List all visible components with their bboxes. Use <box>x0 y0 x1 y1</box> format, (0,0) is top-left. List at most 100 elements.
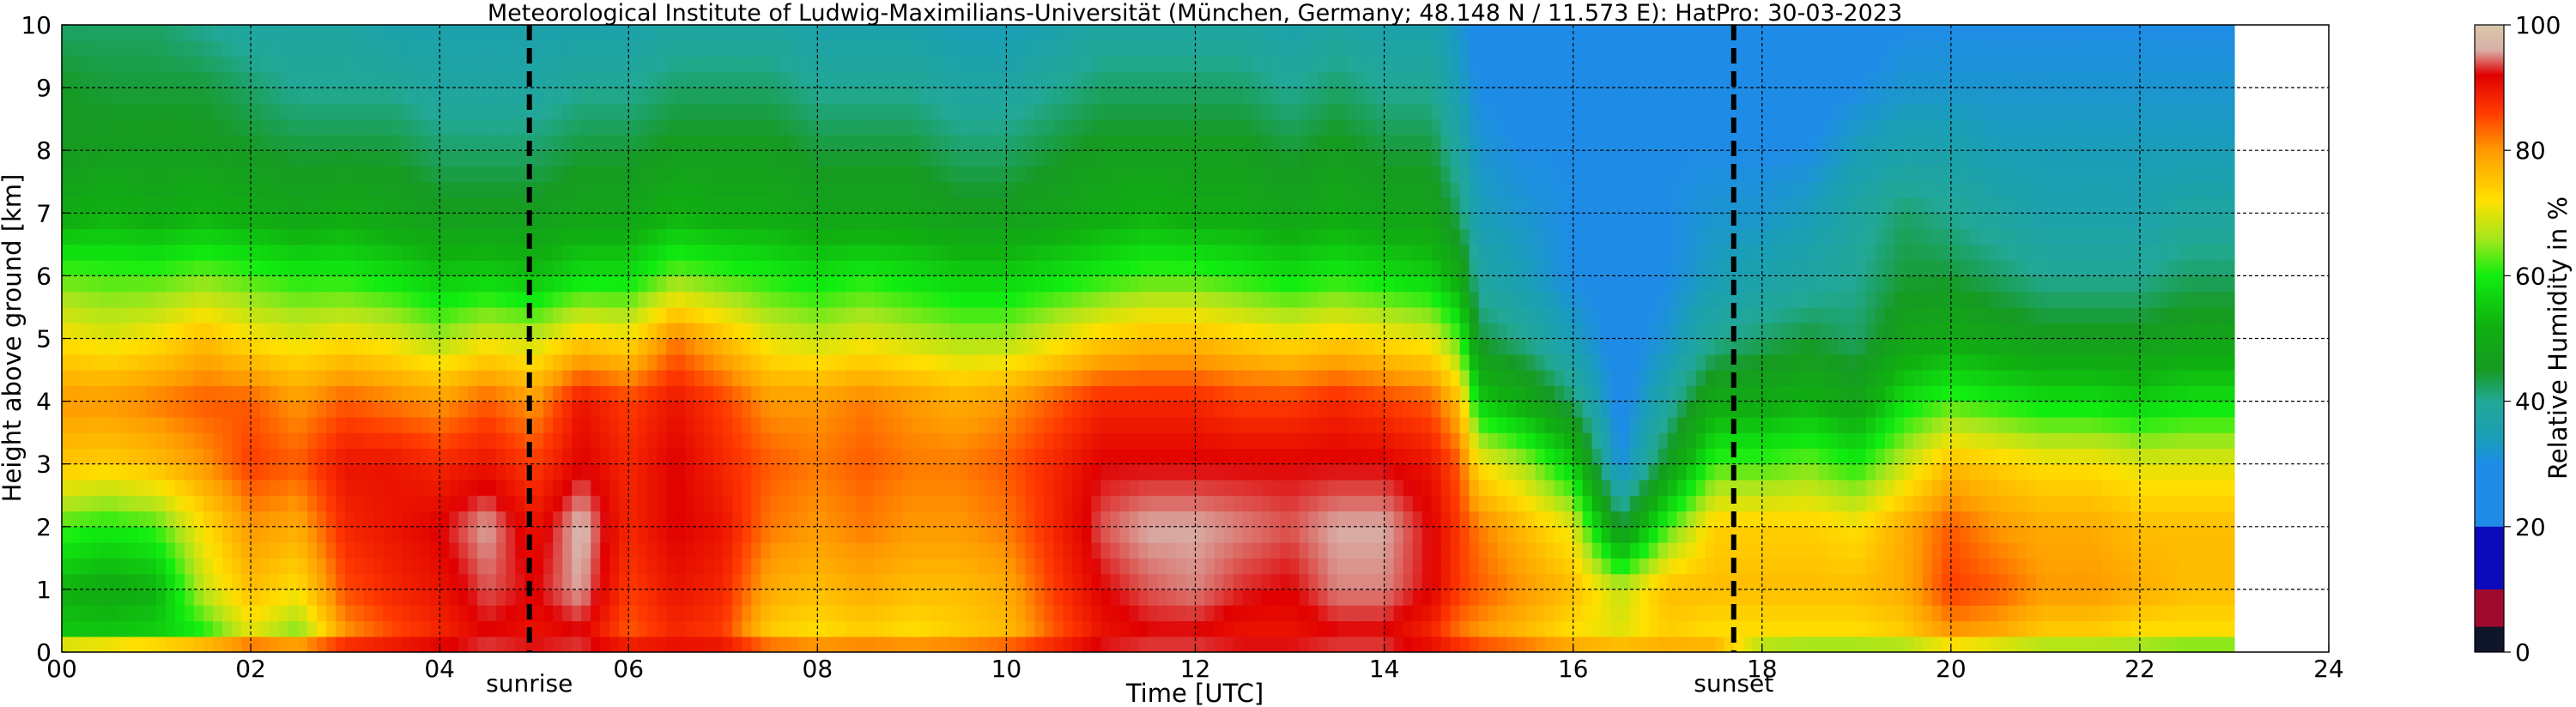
heatmap-cell <box>118 589 129 606</box>
heatmap-cell <box>137 620 148 638</box>
heatmap-cell <box>496 558 506 575</box>
heatmap-cell <box>591 558 601 575</box>
heatmap-cell <box>307 401 318 418</box>
heatmap-cell <box>600 40 610 57</box>
heatmap-cell <box>1082 213 1093 230</box>
heatmap-cell <box>1119 323 1130 340</box>
heatmap-cell <box>449 306 459 323</box>
heatmap-cell <box>808 636 818 652</box>
heatmap-cell <box>959 605 969 622</box>
heatmap-cell <box>260 88 270 104</box>
heatmap-cell <box>846 56 856 73</box>
heatmap-cell <box>553 511 563 528</box>
heatmap-cell <box>1100 323 1112 340</box>
heatmap-cell <box>742 620 752 638</box>
heatmap-cell <box>175 370 185 386</box>
heatmap-cell <box>609 40 620 57</box>
heatmap-cell <box>789 416 799 433</box>
heatmap-cell <box>185 306 195 323</box>
heatmap-cell <box>1015 542 1027 559</box>
heatmap-cell <box>496 526 506 543</box>
heatmap-cell <box>477 573 488 590</box>
heatmap-cell <box>713 88 724 104</box>
heatmap-cell <box>846 636 856 652</box>
heatmap-cell <box>581 40 591 57</box>
heatmap-cell <box>279 244 289 261</box>
heatmap-cell <box>496 605 506 622</box>
heatmap-cell <box>203 213 214 230</box>
heatmap-cell <box>307 495 318 512</box>
heatmap-cell <box>458 448 469 465</box>
heatmap-cell <box>581 463 591 480</box>
heatmap-cell <box>1006 542 1017 559</box>
heatmap-cell <box>1214 103 1225 120</box>
heatmap-cell <box>1214 620 1225 638</box>
heatmap-cell <box>676 605 686 622</box>
heatmap-cell <box>515 134 525 151</box>
heatmap-cell <box>553 134 563 151</box>
heatmap-cell <box>666 479 676 496</box>
heatmap-cell <box>798 511 809 528</box>
heatmap-cell <box>1100 260 1112 277</box>
heatmap-cell <box>902 573 912 590</box>
heatmap-cell <box>260 432 270 450</box>
heatmap-cell <box>1176 573 1187 590</box>
heatmap-cell <box>619 71 629 88</box>
heatmap-cell <box>846 495 856 512</box>
heatmap-cell <box>1185 166 1197 183</box>
heatmap-cell <box>1223 416 1234 433</box>
heatmap-cell <box>1082 25 1093 41</box>
heatmap-cell <box>902 511 912 528</box>
heatmap-cell <box>175 573 185 590</box>
heatmap-cell <box>1176 275 1187 293</box>
heatmap-cell <box>156 306 167 323</box>
heatmap-cell <box>1063 25 1074 41</box>
heatmap-cell <box>373 605 384 622</box>
heatmap-cell <box>345 432 355 450</box>
heatmap-cell <box>930 150 941 167</box>
heatmap-cell <box>317 526 327 543</box>
heatmap-cell <box>732 416 742 433</box>
heatmap-cell <box>71 589 82 606</box>
heatmap-cell <box>166 40 176 57</box>
heatmap-cell <box>421 620 431 638</box>
heatmap-cell <box>1034 479 1046 496</box>
heatmap-cell <box>685 275 695 293</box>
heatmap-cell <box>883 197 894 214</box>
heatmap-cell <box>411 463 421 480</box>
heatmap-cell <box>1100 88 1112 104</box>
heatmap-cell <box>562 370 573 386</box>
heatmap-cell <box>704 338 714 355</box>
heatmap-cell <box>1138 589 1149 606</box>
heatmap-cell <box>893 291 903 308</box>
heatmap-cell <box>1053 88 1064 104</box>
heatmap-cell <box>1110 166 1121 183</box>
heatmap-cell <box>194 542 204 559</box>
heatmap-cell <box>421 244 431 261</box>
heatmap-cell <box>1129 526 1140 543</box>
heatmap-cell <box>100 432 110 450</box>
heatmap-cell <box>1185 605 1197 622</box>
heatmap-cell <box>288 291 299 308</box>
heatmap-cell <box>770 542 780 559</box>
heatmap-cell <box>1006 25 1017 41</box>
heatmap-cell <box>846 25 856 41</box>
heatmap-cell <box>864 213 875 230</box>
heatmap-cell <box>421 71 431 88</box>
heatmap-cell <box>1195 479 1206 496</box>
heatmap-cell <box>534 558 544 575</box>
heatmap-cell <box>864 511 875 528</box>
heatmap-cell <box>1119 150 1130 167</box>
heatmap-cell <box>855 573 865 590</box>
heatmap-cell <box>1195 495 1206 512</box>
heatmap-cell <box>1091 589 1102 606</box>
heatmap-cell <box>600 401 610 418</box>
heatmap-cell <box>355 88 365 104</box>
heatmap-cell <box>628 71 639 88</box>
heatmap-cell <box>694 25 705 41</box>
heatmap-cell <box>81 228 91 245</box>
heatmap-cell <box>1138 166 1149 183</box>
heatmap-cell <box>298 558 308 575</box>
heatmap-cell <box>713 463 724 480</box>
heatmap-cell <box>222 25 233 41</box>
